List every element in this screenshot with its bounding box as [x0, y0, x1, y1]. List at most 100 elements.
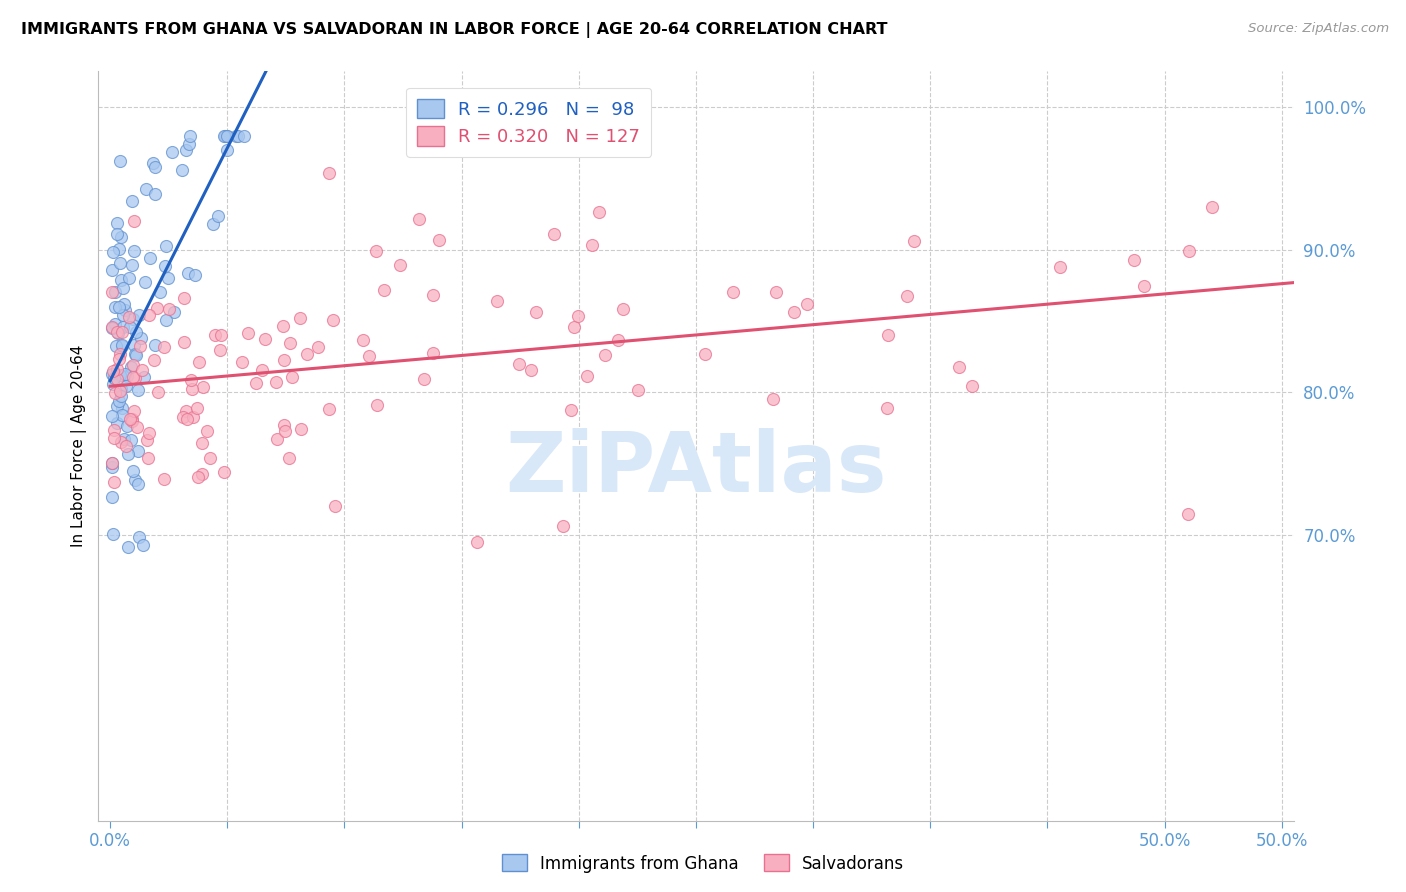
Point	[212, 465, 235, 479]
Point	[245, 376, 267, 390]
Point	[101, 377, 124, 392]
Point	[172, 409, 194, 424]
Point	[721, 285, 744, 300]
Point	[172, 163, 194, 178]
Point	[110, 382, 132, 396]
Point	[101, 320, 124, 334]
Point	[111, 337, 134, 351]
Point	[190, 467, 212, 481]
Point	[143, 161, 166, 175]
Point	[290, 422, 312, 436]
Point	[783, 305, 806, 319]
Point	[173, 291, 195, 305]
Point	[152, 340, 174, 354]
Point	[429, 234, 451, 248]
Point	[195, 424, 218, 438]
Point	[357, 349, 380, 363]
Point	[183, 410, 205, 425]
Point	[238, 326, 260, 340]
Point	[107, 242, 129, 256]
Point	[1133, 278, 1156, 293]
Point	[422, 287, 444, 301]
Point	[322, 313, 344, 327]
Point	[366, 398, 388, 412]
Point	[122, 338, 145, 352]
Point	[129, 330, 152, 344]
Point	[138, 308, 160, 322]
Point	[108, 301, 131, 315]
Point	[120, 319, 142, 334]
Point	[110, 434, 132, 449]
Legend: Immigrants from Ghana, Salvadorans: Immigrants from Ghana, Salvadorans	[495, 847, 911, 880]
Point	[103, 371, 125, 385]
Point	[273, 418, 295, 433]
Point	[1177, 507, 1199, 521]
Point	[157, 302, 180, 317]
Point	[231, 355, 253, 369]
Point	[114, 367, 136, 381]
Point	[142, 353, 165, 368]
Point	[105, 325, 128, 339]
Y-axis label: In Labor Force | Age 20-64: In Labor Force | Age 20-64	[72, 345, 87, 547]
Point	[110, 229, 132, 244]
Point	[588, 205, 610, 219]
Point	[107, 362, 129, 376]
Point	[762, 392, 785, 407]
Point	[543, 227, 565, 241]
Point	[209, 343, 232, 357]
Point	[318, 401, 340, 416]
Point	[352, 334, 374, 348]
Point	[595, 348, 617, 362]
Point	[108, 384, 131, 399]
Point	[163, 305, 186, 319]
Point	[108, 255, 131, 269]
Point	[105, 416, 128, 430]
Point	[323, 499, 346, 513]
Point	[112, 309, 135, 323]
Point	[115, 438, 138, 452]
Point	[118, 310, 141, 324]
Point	[373, 283, 395, 297]
Point	[180, 382, 202, 396]
Point	[105, 227, 128, 241]
Point	[132, 538, 155, 552]
Point	[120, 360, 142, 375]
Point	[198, 450, 221, 465]
Point	[121, 258, 143, 272]
Point	[187, 355, 209, 369]
Text: IMMIGRANTS FROM GHANA VS SALVADORAN IN LABOR FORCE | AGE 20-64 CORRELATION CHART: IMMIGRANTS FROM GHANA VS SALVADORAN IN L…	[21, 22, 887, 38]
Point	[101, 368, 124, 382]
Point	[134, 369, 156, 384]
Point	[173, 335, 195, 350]
Point	[115, 379, 138, 393]
Point	[134, 182, 156, 196]
Point	[562, 320, 585, 334]
Point	[174, 143, 197, 157]
Point	[226, 128, 249, 143]
Point	[693, 347, 716, 361]
Point	[796, 296, 818, 310]
Point	[124, 371, 146, 385]
Point	[225, 128, 247, 143]
Point	[1123, 252, 1146, 267]
Point	[104, 385, 127, 400]
Point	[111, 326, 134, 340]
Point	[626, 383, 648, 397]
Point	[153, 259, 176, 273]
Point	[215, 128, 238, 143]
Point	[107, 326, 129, 341]
Point	[138, 451, 160, 466]
Point	[111, 401, 134, 415]
Point	[117, 369, 139, 384]
Point	[117, 540, 139, 554]
Point	[551, 519, 574, 533]
Point	[120, 411, 142, 425]
Point	[112, 432, 135, 446]
Point	[101, 457, 124, 471]
Point	[101, 460, 124, 475]
Point	[134, 275, 156, 289]
Point	[204, 328, 226, 343]
Point	[124, 347, 146, 361]
Point	[232, 128, 254, 143]
Point	[148, 385, 170, 400]
